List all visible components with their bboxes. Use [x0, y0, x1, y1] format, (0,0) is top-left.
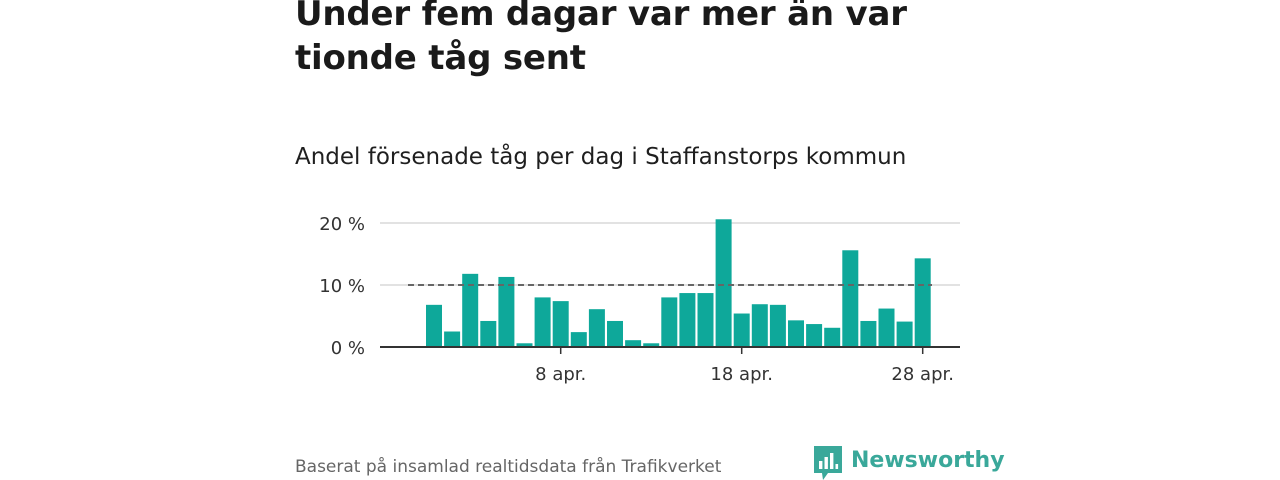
y-tick-label: 20 % [319, 214, 365, 235]
bar [733, 313, 750, 347]
source-note: Baserat på insamlad realtidsdata från Tr… [295, 457, 722, 477]
bar [570, 332, 587, 347]
bar [806, 324, 823, 347]
bars [426, 219, 931, 347]
bar [552, 301, 569, 347]
bar [914, 258, 931, 347]
bar [896, 321, 913, 347]
bar [516, 343, 533, 347]
y-tick-label: 0 % [331, 338, 365, 359]
bar [462, 273, 479, 347]
bar [426, 304, 442, 347]
x-tick-label: 8 apr. [535, 364, 586, 385]
brand-name: Newsworthy [851, 448, 1005, 473]
bar [715, 219, 732, 347]
bar [444, 331, 461, 347]
bar [661, 297, 678, 347]
chart-title: Under fem dagar var mer än var tionde tå… [295, 0, 907, 78]
bar [679, 293, 696, 347]
bar [878, 308, 895, 347]
x-tick-label: 18 apr. [710, 364, 773, 385]
bar [534, 297, 551, 347]
bar [842, 250, 859, 347]
bar [824, 327, 841, 347]
brand-logo[interactable]: Newsworthy [814, 446, 1005, 480]
bar [643, 343, 660, 347]
bar [607, 320, 623, 347]
bar [625, 340, 642, 347]
bar [860, 320, 877, 347]
bar [498, 276, 515, 347]
axes: 0 % 10 % 20 % 8 apr. 18 apr. 28 apr. [319, 214, 960, 385]
bar [751, 304, 768, 347]
y-tick-label: 10 % [319, 276, 365, 297]
x-tick-label: 28 apr. [891, 364, 954, 385]
bar [697, 293, 714, 347]
bar [480, 320, 497, 347]
bar [769, 304, 786, 347]
bar [788, 320, 804, 347]
bar [588, 309, 605, 347]
newsworthy-logo-icon [814, 446, 842, 480]
chart-subtitle: Andel försenade tåg per dag i Staffansto… [295, 144, 907, 170]
